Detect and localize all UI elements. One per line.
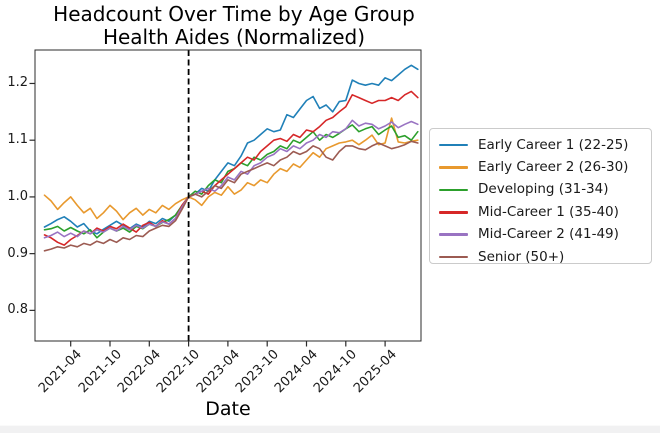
legend-label: Developing (31-34) (478, 181, 609, 198)
legend: Early Career 1 (22-25) Early Career 2 (26… (429, 128, 652, 264)
chart-title: Headcount Over Time by Age Group Health … (0, 3, 468, 49)
window-bottom-edge (0, 425, 660, 433)
legend-line-swatch (439, 188, 468, 192)
y-tick-label: 0.8 (7, 302, 28, 318)
series-line-senior-50 (43, 140, 419, 252)
chart-title-line-1: Headcount Over Time by Age Group (53, 2, 415, 26)
x-axis-label: Date (205, 398, 251, 420)
legend-item-senior-50: Senior (50+) (439, 246, 651, 268)
legend-item-mid-career-1-35-40: Mid-Career 1 (35-40) (439, 201, 651, 223)
legend-item-early-career-2-26-30: Early Career 2 (26-30) (439, 156, 651, 178)
legend-item-developing-31-34: Developing (31-34) (439, 179, 651, 201)
legend-line-swatch (439, 211, 468, 214)
legend-line-swatch (439, 233, 468, 237)
series-line-early-career-2-26-30 (43, 117, 419, 221)
legend-item-mid-career-2-41-49: Mid-Career 2 (41-49) (439, 224, 651, 246)
series-line-mid-career-1-35-40 (43, 90, 419, 246)
chart-title-line-2: Health Aides (Normalized) (102, 25, 366, 49)
legend-item-early-career-1-22-25: Early Career 1 (22-25) (439, 134, 651, 156)
series-line-early-career-1-22-25 (43, 64, 419, 235)
y-tick-label: 1.1 (7, 132, 28, 148)
series-line-mid-career-2-41-49 (43, 119, 419, 239)
legend-label: Early Career 2 (26-30) (478, 159, 629, 176)
y-tick-label: 1.2 (7, 75, 28, 91)
legend-label: Mid-Career 2 (41-49) (478, 226, 619, 243)
y-tick-label: 0.9 (7, 245, 28, 261)
legend-line-swatch (439, 255, 468, 259)
legend-label: Early Career 1 (22-25) (478, 136, 629, 153)
y-tick-label: 1.0 (7, 188, 28, 204)
legend-label: Mid-Career 1 (35-40) (478, 203, 619, 220)
legend-label: Senior (50+) (478, 248, 565, 265)
axes-spines (34, 49, 422, 342)
legend-line-swatch (439, 166, 468, 169)
legend-line-swatch (439, 143, 468, 147)
